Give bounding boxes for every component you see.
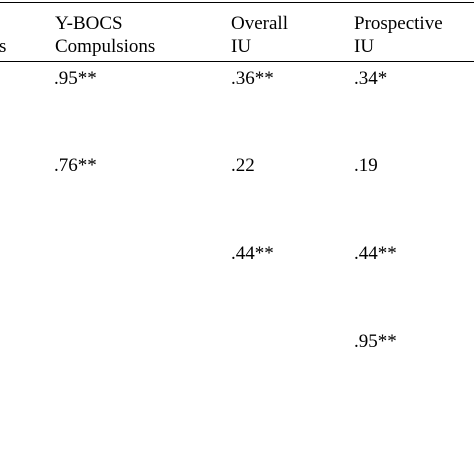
header-ybocs-line2: Compulsions bbox=[55, 36, 156, 57]
header-col0-line2: s bbox=[0, 36, 7, 57]
table-cell-r1-overall: .36** bbox=[231, 68, 274, 89]
table-cell-r2-prospective: .19 bbox=[354, 155, 378, 176]
table-header-rule bbox=[0, 61, 474, 62]
table-cell-r2-ybocs: .76** bbox=[54, 155, 97, 176]
table-cell-r2-overall: .22 bbox=[231, 155, 255, 176]
header-overall-iu-line2: IU bbox=[231, 36, 252, 57]
table-cell-r3-overall: .44** bbox=[231, 243, 274, 264]
header-prospective-iu-line2: IU bbox=[354, 36, 375, 57]
table-cell-r4-prospective: .95** bbox=[354, 331, 397, 352]
table-cell-r1-prospective: .34* bbox=[354, 68, 388, 89]
header-overall-iu-line1: Overall bbox=[231, 13, 288, 34]
table-cell-r3-prospective: .44** bbox=[354, 243, 397, 264]
header-prospective-iu-line1: Prospective bbox=[354, 13, 443, 34]
header-ybocs-line1: Y-BOCS bbox=[55, 13, 123, 34]
table-top-rule bbox=[0, 2, 474, 3]
table-cell-r1-ybocs: .95** bbox=[54, 68, 97, 89]
